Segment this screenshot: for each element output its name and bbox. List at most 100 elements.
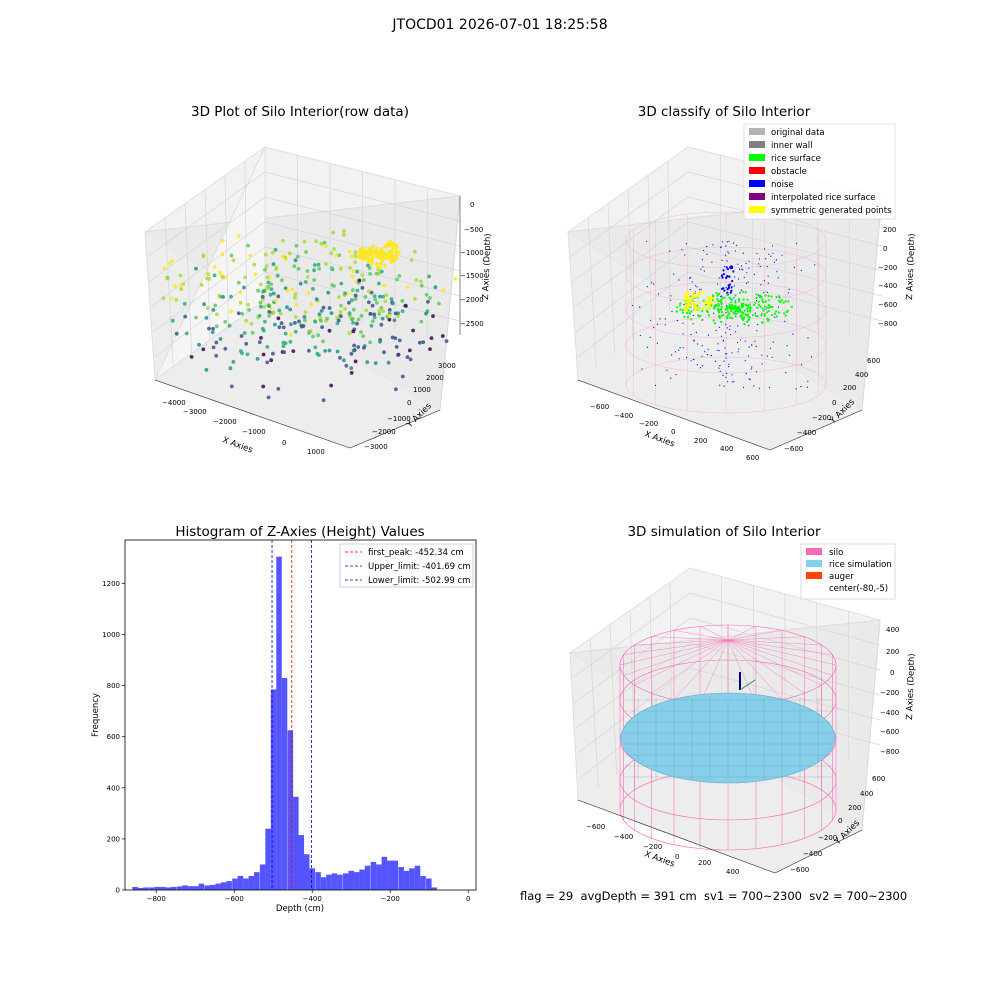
symmetric-point (693, 304, 696, 307)
rice-surface-point (729, 310, 733, 313)
p4-z-tick-4: −400 (880, 709, 899, 717)
legend-label: Lower_limit: -502.99 cm (368, 576, 470, 586)
scatter-point (365, 360, 370, 364)
rice-surface-point (756, 315, 759, 318)
noise-point (722, 340, 724, 342)
noise-point (727, 251, 729, 253)
x-tick-label: −600 (225, 895, 244, 903)
scatter-point (268, 292, 273, 297)
scatter-point (295, 254, 300, 259)
scatter-point (214, 324, 219, 329)
rice-surface-point (718, 309, 721, 312)
scatter-point (339, 314, 343, 319)
scatter-point (211, 308, 216, 312)
scatter-point (213, 303, 218, 308)
p3-reference-lines (271, 540, 312, 890)
scatter-point (161, 296, 166, 301)
rice-surface-point (767, 294, 770, 297)
noise-point (730, 286, 733, 289)
scatter-point (231, 360, 236, 364)
scatter-point (220, 239, 225, 243)
noise-point (748, 346, 750, 348)
noise-point (755, 371, 758, 373)
scatter-point (321, 339, 325, 344)
scatter-point (428, 347, 432, 351)
scatter-point (353, 297, 358, 301)
scatter-point (440, 334, 445, 338)
p3-y-label: Frequency (91, 693, 101, 737)
rice-surface-point (718, 315, 721, 318)
scatter-point (377, 281, 381, 286)
noise-point (735, 244, 738, 246)
rice-surface-point (730, 301, 733, 304)
noise-point (727, 285, 730, 288)
noise-point (757, 294, 759, 296)
scatter-point (356, 345, 361, 349)
symmetric-point (684, 303, 688, 307)
noise-point (684, 254, 686, 256)
noise-point (690, 360, 692, 362)
rice-surface-point (688, 312, 691, 315)
scatter-point (316, 262, 321, 267)
noise-point (772, 341, 774, 343)
rice-surface-point (716, 298, 719, 301)
scatter-point (369, 323, 374, 328)
scatter-point (259, 282, 263, 287)
scatter-point (385, 256, 390, 261)
histogram-bar (237, 875, 244, 890)
noise-point (723, 289, 726, 292)
scatter-point (353, 250, 358, 255)
noise-point (748, 378, 750, 380)
scatter-point (271, 262, 276, 266)
scatter-point (390, 248, 394, 252)
p4-x-tick-1: −400 (614, 833, 633, 841)
rice-surface-point (746, 310, 749, 313)
scatter-point (351, 348, 356, 353)
p4-y-tick-2: −200 (818, 834, 837, 842)
p4-x-tick-4: 200 (698, 859, 711, 867)
scatter-point (293, 258, 298, 263)
scatter-point (347, 311, 352, 315)
noise-point (735, 315, 737, 317)
scatter-point (204, 368, 209, 372)
noise-point (749, 379, 751, 381)
scatter-point (365, 254, 370, 259)
noise-point (692, 323, 694, 325)
scatter-point (262, 289, 266, 294)
scatter-point (318, 315, 322, 320)
scatter-point (249, 321, 254, 326)
panel3-title: Histogram of Z-Axies (Height) Values (175, 524, 425, 540)
rice-surface-point (763, 314, 766, 317)
noise-point (754, 312, 756, 314)
rice-surface-point (718, 316, 721, 320)
scatter-point (379, 247, 384, 251)
rice-surface-point (734, 301, 737, 304)
p1-y-tick-5: 2000 (426, 374, 444, 382)
noise-point (734, 250, 737, 252)
silo-roof-line (727, 630, 783, 641)
noise-point (727, 366, 730, 368)
rice-surface-point (741, 317, 744, 320)
noise-point (693, 339, 695, 341)
panel2-3d-axes: −600 −400 −200 0 200 400 600 X Axies −60… (567, 123, 917, 462)
histogram-bar (376, 864, 382, 890)
noise-point (688, 277, 691, 279)
y-tick-label: 0 (116, 887, 120, 895)
symmetric-point (711, 297, 715, 300)
scatter-point (247, 308, 251, 312)
scatter-point (277, 325, 282, 330)
scatter-point (273, 298, 278, 303)
noise-point (714, 360, 717, 362)
noise-point (744, 360, 746, 362)
rice-surface-point (701, 318, 704, 321)
scatter-point (405, 355, 410, 359)
scatter-point (397, 338, 402, 343)
rice-surface-point (762, 309, 765, 312)
gridline (609, 624, 618, 775)
scatter-point (227, 323, 232, 328)
scatter-point (252, 262, 257, 267)
scatter-point (394, 243, 398, 248)
scatter-point (271, 310, 276, 315)
noise-point (720, 335, 723, 337)
noise-point (689, 289, 691, 291)
